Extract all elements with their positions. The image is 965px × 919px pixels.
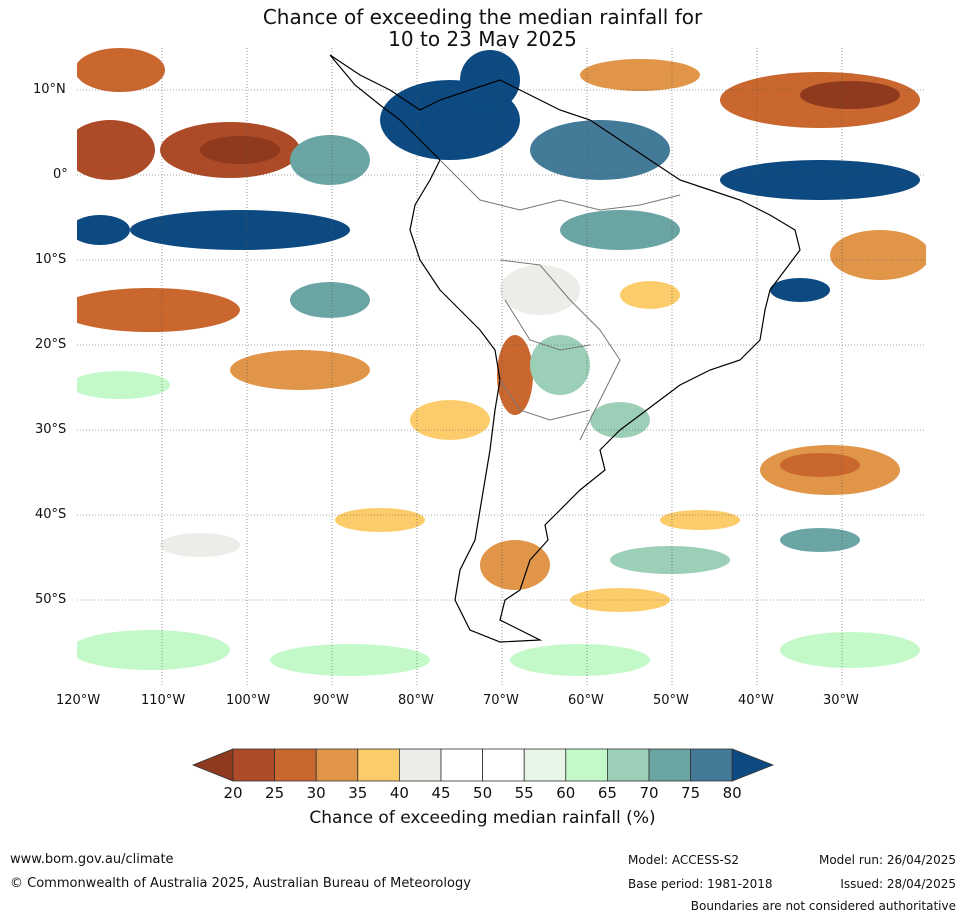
lon-label: 90°W (313, 693, 349, 708)
dry-region (335, 508, 425, 532)
colorbar-tick-label: 20 (223, 784, 243, 802)
lon-label: 30°W (823, 693, 859, 708)
country-borders (439, 159, 681, 441)
lon-label: 40°W (738, 693, 774, 708)
colorbar (191, 748, 775, 782)
lat-label: 0° (53, 167, 68, 182)
wet-region (77, 371, 170, 399)
colorbar-label: Chance of exceeding median rainfall (%) (309, 808, 656, 828)
colorbar-segment (690, 748, 733, 782)
wet-region (610, 546, 730, 574)
colorbar-tick-label: 45 (431, 784, 451, 802)
south-america-coastline (329, 54, 801, 643)
colorbar-tick-label: 40 (389, 784, 409, 802)
colorbar-segment (482, 748, 525, 782)
colorbar-tick-label: 65 (597, 784, 617, 802)
wet-region (780, 632, 920, 668)
wet-region (530, 120, 670, 180)
lat-label: 40°S (35, 507, 67, 522)
footer-model: Model: ACCESS-S2 (628, 853, 740, 867)
wet-region (130, 210, 350, 250)
dry-region (200, 136, 280, 164)
dry-region (620, 281, 680, 309)
lon-label: 120°W (56, 693, 101, 708)
lon-label: 50°W (653, 693, 689, 708)
wet-region (77, 215, 130, 245)
lat-label: 50°S (35, 592, 67, 607)
colorbar-segment (440, 748, 483, 782)
dry-region (230, 350, 370, 390)
lat-label: 20°S (35, 337, 67, 352)
wet-region (510, 644, 650, 676)
neutral-region (500, 265, 580, 315)
wet-region (270, 644, 430, 676)
colorbar-tick-label: 55 (514, 784, 534, 802)
dry-region (77, 288, 240, 332)
colorbar-arrow-high (731, 748, 775, 782)
colorbar-segment (565, 748, 608, 782)
lat-label: 10°N (33, 82, 66, 97)
wet-region (780, 528, 860, 552)
wet-region (530, 335, 590, 395)
colorbar-segment (607, 748, 650, 782)
dry-region (77, 48, 165, 92)
lon-label: 80°W (398, 693, 434, 708)
colorbar-tick-label: 35 (348, 784, 368, 802)
footer-base-period: Base period: 1981-2018 (628, 877, 773, 891)
colorbar-arrow-low (191, 748, 234, 782)
colorbar-segment (523, 748, 567, 782)
dry-region (410, 400, 490, 440)
lon-label: 70°W (483, 693, 519, 708)
footer-copyright: © Commonwealth of Australia 2025, Austra… (10, 876, 471, 891)
wet-region (290, 135, 370, 185)
colorbar-tick-label: 80 (722, 784, 742, 802)
wet-region (460, 50, 520, 110)
dry-region (77, 120, 155, 180)
footer-url: www.bom.gov.au/climate (10, 852, 174, 867)
map-title-line1: Chance of exceeding the median rainfall … (262, 5, 703, 29)
rainfall-probability-field (77, 48, 926, 676)
wet-region (290, 282, 370, 318)
colorbar-segment (315, 748, 359, 782)
wet-region (770, 278, 830, 302)
dry-region (580, 59, 700, 91)
colorbar-tick-label: 70 (639, 784, 659, 802)
colorbar-segment (357, 748, 400, 782)
colorbar-segment (232, 748, 275, 782)
dry-region (800, 81, 900, 109)
lon-label: 60°W (568, 693, 604, 708)
colorbar-segment (398, 748, 442, 782)
wet-region (590, 402, 650, 438)
colorbar-tick-label: 60 (556, 784, 576, 802)
colorbar-tick-label: 75 (681, 784, 701, 802)
colorbar-segment (648, 748, 691, 782)
wet-region (720, 160, 920, 200)
dry-region (480, 540, 550, 590)
graticule (77, 48, 926, 685)
lon-label: 110°W (141, 693, 186, 708)
lat-label: 30°S (35, 422, 67, 437)
footer-model-run: Model run: 26/04/2025 (818, 853, 956, 867)
footer-disclaimer: Boundaries are not considered authoritat… (690, 899, 956, 913)
wet-region (560, 210, 680, 250)
colorbar-tick-label: 30 (306, 784, 326, 802)
colorbar-tick-label: 50 (473, 784, 493, 802)
colorbar-segment (274, 748, 317, 782)
wet-region (77, 630, 230, 670)
dry-region (780, 453, 860, 477)
lon-label: 100°W (226, 693, 271, 708)
dry-region (497, 335, 533, 415)
footer-issued: Issued: 28/04/2025 (840, 877, 956, 891)
lat-label: 10°S (35, 252, 67, 267)
neutral-region (160, 533, 240, 557)
colorbar-tick-label: 25 (265, 784, 285, 802)
dry-region (830, 230, 926, 280)
map-title-line2: 10 to 23 May 2025 (388, 27, 577, 51)
